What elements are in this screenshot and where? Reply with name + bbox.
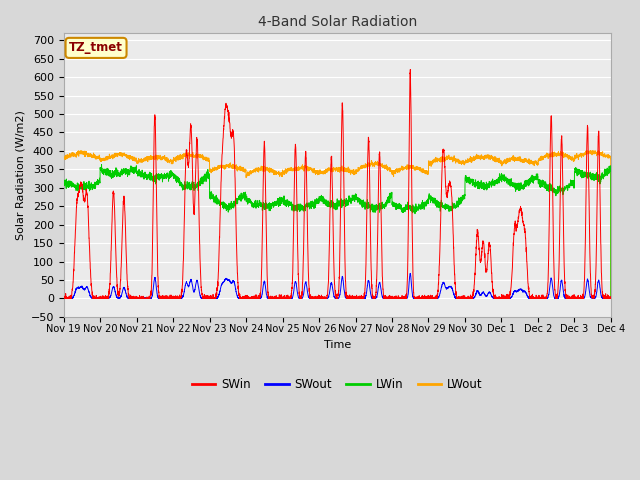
SWout (430, 296, 438, 301)
LWout (429, 159, 437, 165)
SWout (60, 296, 67, 301)
SWin (607, 294, 614, 300)
LWout (60, 157, 67, 163)
SWout (158, 295, 166, 300)
LWout (158, 154, 166, 160)
LWin (158, 173, 166, 179)
LWin (98, 162, 106, 168)
LWout (491, 156, 499, 162)
SWin (430, 296, 438, 301)
SWin (60, 296, 68, 301)
SWin (317, 296, 324, 301)
LWout (586, 147, 594, 153)
SWin (60, 295, 67, 301)
SWin (158, 296, 166, 301)
LWin (60, 180, 67, 186)
LWin (607, 163, 614, 168)
SWin (406, 67, 414, 72)
SWout (607, 295, 614, 301)
Line: LWout: LWout (63, 150, 611, 299)
LWin (460, 195, 468, 201)
Title: 4-Band Solar Radiation: 4-Band Solar Radiation (258, 15, 417, 29)
LWout (460, 160, 468, 166)
SWout (406, 271, 414, 276)
LWout (607, 154, 614, 159)
SWin (460, 295, 468, 300)
LWin (491, 181, 499, 187)
SWout (460, 296, 468, 301)
Line: SWout: SWout (63, 274, 611, 299)
Text: TZ_tmet: TZ_tmet (69, 41, 123, 54)
SWin (492, 294, 499, 300)
SWout (60, 296, 68, 301)
SWout (492, 295, 499, 301)
Line: LWin: LWin (63, 165, 611, 299)
LWout (317, 170, 324, 176)
SWout (317, 296, 324, 301)
X-axis label: Time: Time (324, 340, 351, 350)
SWout (607, 296, 614, 301)
LWout (607, 296, 614, 301)
Legend: SWin, SWout, LWin, LWout: SWin, SWout, LWin, LWout (187, 373, 488, 396)
SWin (607, 296, 614, 301)
LWin (607, 296, 614, 301)
Line: SWin: SWin (63, 70, 611, 299)
LWin (430, 196, 438, 202)
LWin (317, 197, 324, 203)
Y-axis label: Solar Radiation (W/m2): Solar Radiation (W/m2) (15, 110, 25, 240)
